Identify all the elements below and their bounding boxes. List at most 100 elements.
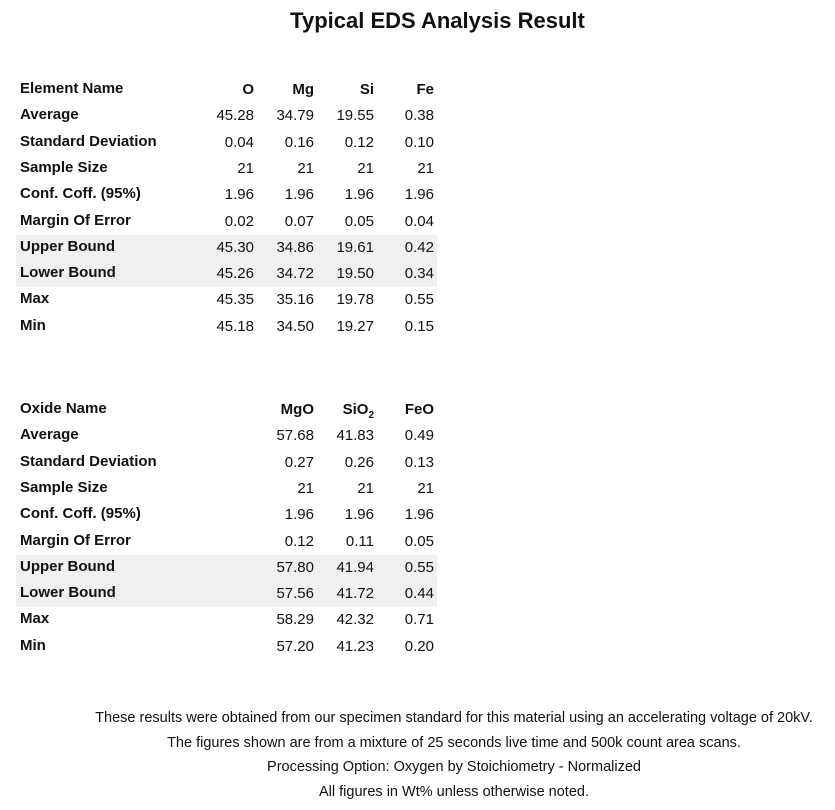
table-cell: 0.42 bbox=[404, 238, 434, 256]
table-cell: 1.96 bbox=[404, 506, 434, 524]
table-cell: 19.55 bbox=[336, 107, 374, 125]
table-cell: 0.11 bbox=[345, 532, 374, 550]
table-cell: 0.71 bbox=[404, 611, 434, 629]
table-cell: 1.96 bbox=[284, 186, 314, 204]
page-title: Typical EDS Analysis Result bbox=[290, 8, 585, 33]
table-row: Max 45.35 35.16 19.78 0.55 bbox=[16, 287, 437, 313]
table-cell: 57.80 bbox=[276, 558, 314, 576]
table-row: Standard Deviation 0.04 0.16 0.12 0.10 bbox=[16, 130, 437, 156]
row-label: Min bbox=[20, 636, 46, 654]
table-cell: 0.44 bbox=[404, 585, 434, 603]
table-cell: 0.04 bbox=[224, 133, 254, 151]
table-row: Average 57.68 41.83 0.49 bbox=[16, 423, 437, 449]
table-cell: 19.50 bbox=[336, 265, 374, 283]
table-cell: 41.72 bbox=[336, 585, 374, 603]
table-cell: 41.83 bbox=[336, 427, 374, 445]
table-cell: 57.56 bbox=[276, 585, 314, 603]
table-cell: 34.79 bbox=[276, 107, 314, 125]
table-cell: 1.96 bbox=[344, 186, 374, 204]
footer-line: Processing Option: Oxygen by Stoichiomet… bbox=[267, 759, 641, 775]
table-row: Sample Size 21 21 21 bbox=[16, 476, 437, 502]
row-label: Lower Bound bbox=[20, 264, 116, 282]
table-row: Average 45.28 34.79 19.55 0.38 bbox=[16, 103, 437, 129]
row-label: Conf. Coff. (95%) bbox=[20, 505, 141, 523]
table-cell: 21 bbox=[297, 159, 314, 177]
table-cell: 1.96 bbox=[224, 186, 254, 204]
table-cell: 1.96 bbox=[404, 186, 434, 204]
footer-line: These results were obtained from our spe… bbox=[95, 710, 813, 726]
row-label: Max bbox=[20, 290, 50, 308]
table-cell: 45.30 bbox=[216, 238, 254, 256]
table-cell: 0.04 bbox=[404, 212, 434, 230]
row-label: Margin Of Error bbox=[20, 531, 131, 549]
table-cell: 0.16 bbox=[284, 133, 314, 151]
footer-line: The figures shown are from a mixture of … bbox=[167, 734, 741, 751]
table-row: Lower Bound 57.56 41.72 0.44 bbox=[16, 581, 437, 608]
table-cell: 21 bbox=[357, 479, 374, 497]
table-cell: 45.28 bbox=[216, 107, 254, 125]
table-cell: 1.96 bbox=[344, 506, 374, 524]
table-cell: 0.20 bbox=[404, 637, 434, 655]
table-row: Margin Of Error 0.12 0.11 0.05 bbox=[16, 529, 437, 555]
table-cell: 0.12 bbox=[284, 532, 314, 550]
table-cell: 41.94 bbox=[336, 558, 374, 576]
table-row: Standard Deviation 0.27 0.26 0.13 bbox=[16, 450, 437, 476]
table-row: Min 57.20 41.23 0.20 bbox=[16, 634, 437, 660]
table-cell: 0.12 bbox=[344, 133, 374, 151]
header-label: Element Name bbox=[20, 80, 124, 97]
table-cell: 57.68 bbox=[276, 427, 314, 445]
table-cell: 34.72 bbox=[276, 265, 314, 283]
table-cell: 0.49 bbox=[404, 427, 434, 445]
table-cell: 21 bbox=[417, 479, 434, 497]
table-cell: 21 bbox=[237, 159, 254, 177]
table-cell: 19.27 bbox=[336, 317, 374, 335]
column-header: SiO2 bbox=[342, 401, 374, 421]
table-cell: 41.23 bbox=[336, 637, 374, 655]
table-cell: 45.26 bbox=[216, 265, 254, 283]
table-row: Sample Size 21 21 21 21 bbox=[16, 156, 437, 182]
table-row: Margin Of Error 0.02 0.07 0.05 0.04 bbox=[16, 209, 437, 235]
header-label: Oxide Name bbox=[20, 400, 107, 417]
table-header-row: Oxide Name MgO SiO2 FeO bbox=[16, 397, 437, 423]
table-row: Lower Bound 45.26 34.72 19.50 0.34 bbox=[16, 261, 437, 288]
table-cell: 0.10 bbox=[404, 133, 434, 151]
table-cell: 0.15 bbox=[404, 317, 434, 335]
row-label: Margin Of Error bbox=[20, 211, 131, 229]
table-row: Max 58.29 42.32 0.71 bbox=[16, 607, 437, 633]
table-cell: 0.55 bbox=[404, 558, 434, 576]
table-cell: 34.86 bbox=[276, 238, 314, 256]
table-cell: 0.27 bbox=[284, 453, 314, 471]
row-label: Min bbox=[20, 316, 46, 334]
column-header: Mg bbox=[292, 81, 314, 98]
table-cell: 19.61 bbox=[336, 238, 374, 256]
row-label: Lower Bound bbox=[20, 584, 116, 602]
table-cell: 0.55 bbox=[404, 291, 434, 309]
table-cell: 0.26 bbox=[344, 453, 374, 471]
row-label: Average bbox=[20, 426, 79, 444]
column-header: O bbox=[242, 81, 254, 98]
table-cell: 21 bbox=[297, 479, 314, 497]
table-cell: 45.35 bbox=[216, 291, 254, 309]
table-row: Upper Bound 57.80 41.94 0.55 bbox=[16, 554, 437, 581]
footer-notes: These results were obtained from our spe… bbox=[0, 706, 835, 804]
table-cell: 19.78 bbox=[336, 291, 374, 309]
table-cell: 35.16 bbox=[276, 291, 314, 309]
table-cell: 0.13 bbox=[404, 453, 434, 471]
row-label: Max bbox=[20, 610, 50, 628]
table-cell: 0.02 bbox=[224, 212, 254, 230]
row-label: Sample Size bbox=[20, 158, 108, 176]
table-cell: 0.38 bbox=[404, 107, 434, 125]
table-cell: 0.34 bbox=[404, 265, 434, 283]
table-cell: 1.96 bbox=[284, 506, 314, 524]
column-header: MgO bbox=[280, 401, 314, 418]
table-header-row: Element Name O Mg Si Fe bbox=[16, 77, 437, 103]
table-cell: 42.32 bbox=[336, 611, 374, 629]
table-cell: 45.18 bbox=[216, 317, 254, 335]
column-header: Si bbox=[359, 81, 374, 98]
row-label: Upper Bound bbox=[20, 237, 115, 255]
table-row: Min 45.18 34.50 19.27 0.15 bbox=[16, 314, 437, 340]
table-cell: 34.50 bbox=[276, 317, 314, 335]
footer-line: All figures in Wt% unless otherwise note… bbox=[319, 783, 589, 800]
table-cell: 21 bbox=[357, 159, 374, 177]
row-label: Sample Size bbox=[20, 478, 108, 496]
